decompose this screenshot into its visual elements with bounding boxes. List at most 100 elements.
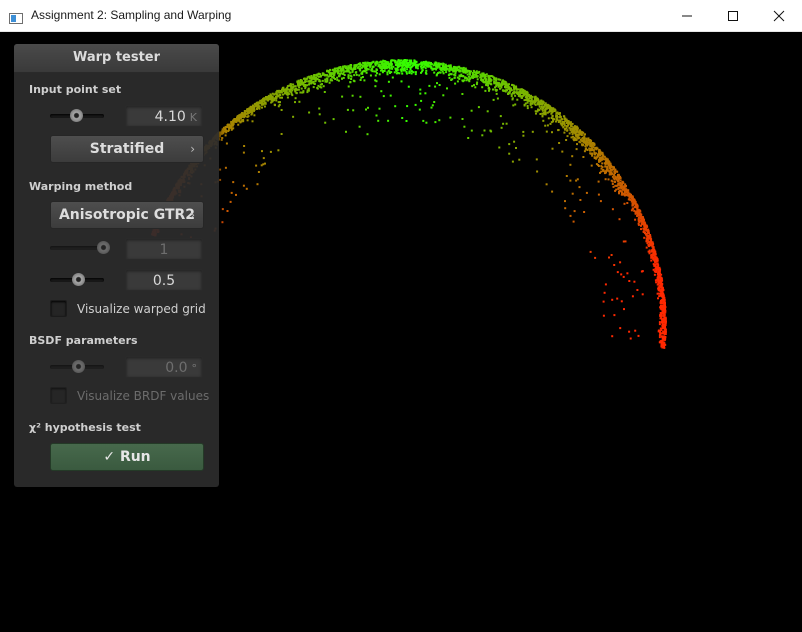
sample-point (648, 249, 651, 252)
sample-point (489, 83, 492, 85)
visualize-brdf-checkbox[interactable] (50, 387, 67, 404)
sample-point (404, 64, 407, 66)
sample-point (611, 298, 614, 301)
point-set-dropdown[interactable]: Stratified › (50, 135, 204, 163)
sample-point (433, 101, 436, 103)
slider-knob[interactable] (72, 360, 85, 373)
sample-point (619, 184, 622, 187)
point-count-slider[interactable] (50, 109, 104, 123)
sample-point (644, 227, 647, 230)
minimize-button[interactable] (664, 0, 710, 31)
sample-point (653, 273, 656, 276)
sample-point (635, 206, 638, 209)
sample-point (661, 290, 664, 293)
warp-param1-field[interactable]: 1 (125, 238, 203, 260)
sample-point (447, 64, 450, 67)
sample-point (462, 66, 465, 69)
run-button[interactable]: ✓ Run (50, 443, 204, 471)
sample-point (644, 226, 647, 229)
sample-point (436, 73, 438, 76)
sample-point (534, 99, 537, 102)
sample-point (659, 282, 662, 285)
sample-point (569, 163, 572, 166)
sample-point (253, 108, 256, 111)
sample-point (639, 214, 642, 217)
sample-point (301, 91, 304, 94)
sample-point (238, 117, 241, 120)
sample-point (535, 158, 538, 161)
sample-point (587, 137, 590, 140)
sample-point (538, 105, 541, 108)
sample-point (398, 72, 401, 75)
sample-point (515, 91, 518, 94)
sample-point (619, 186, 622, 189)
sample-point (346, 108, 349, 111)
sample-point (656, 278, 659, 281)
sample-point (590, 143, 592, 146)
sample-point (344, 70, 347, 73)
sample-point (659, 331, 661, 334)
sample-point (421, 63, 424, 66)
sample-point (468, 71, 471, 74)
sample-point (353, 74, 356, 77)
sample-point (487, 78, 490, 81)
point-count-field[interactable]: 4.10 K (125, 105, 203, 127)
sample-point (276, 95, 279, 98)
sample-point (655, 259, 658, 262)
sample-point (547, 117, 550, 120)
visualize-grid-checkbox[interactable] (50, 300, 67, 317)
sample-point (536, 102, 539, 105)
sample-point (602, 169, 605, 172)
sample-point (499, 87, 502, 90)
sample-point (346, 70, 349, 73)
slider-knob[interactable] (97, 241, 110, 254)
sample-point (336, 76, 339, 79)
warping-method-dropdown[interactable]: Anisotropic GTR2 › (50, 201, 204, 229)
sample-point (595, 152, 597, 155)
bsdf-angle-field[interactable]: 0.0 ° (125, 356, 203, 378)
bsdf-angle-slider[interactable] (50, 360, 104, 374)
sample-point (664, 336, 667, 338)
sample-point (220, 138, 223, 141)
sample-point (611, 180, 614, 183)
sample-point (237, 114, 240, 117)
sample-point (292, 83, 295, 86)
warp-param2-slider[interactable] (50, 273, 104, 287)
sample-point (321, 73, 324, 76)
sample-point (600, 167, 603, 170)
sample-point (354, 64, 357, 67)
slider-knob[interactable] (72, 273, 85, 286)
sample-point (338, 66, 341, 69)
panel-title[interactable]: Warp tester (14, 44, 219, 73)
sample-point (387, 64, 390, 67)
sample-point (572, 135, 574, 138)
sample-point (579, 133, 582, 136)
sample-point (364, 62, 367, 65)
sample-point (623, 187, 626, 190)
sample-point (585, 191, 588, 194)
sample-point (548, 108, 551, 111)
warp-param1-slider[interactable] (50, 241, 110, 255)
sample-point (658, 288, 661, 290)
sample-point (291, 89, 294, 92)
sample-point (571, 155, 574, 158)
sample-point (264, 98, 266, 101)
point-set-label: Stratified (89, 141, 165, 157)
sample-point (224, 134, 227, 137)
sample-point (653, 250, 656, 253)
sample-point (598, 157, 601, 160)
sample-point (662, 317, 665, 320)
sample-point (485, 73, 488, 76)
sample-point (646, 229, 649, 232)
sample-point (225, 131, 228, 134)
slider-knob[interactable] (70, 109, 83, 122)
sample-point (520, 96, 523, 99)
sample-point (641, 293, 644, 296)
maximize-button[interactable] (710, 0, 756, 31)
sample-point (606, 161, 609, 164)
close-button[interactable] (756, 0, 802, 31)
sample-point (473, 84, 475, 87)
warp-param2-field[interactable]: 0.5 (125, 269, 203, 291)
sample-point (567, 120, 570, 123)
sample-point (639, 210, 642, 213)
